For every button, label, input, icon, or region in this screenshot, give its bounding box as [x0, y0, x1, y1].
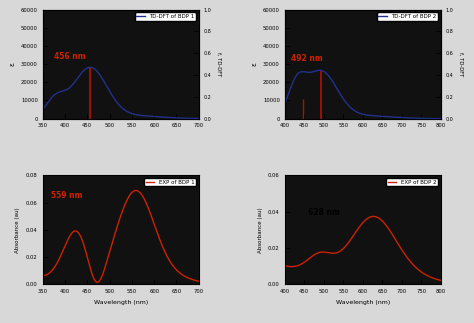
- Y-axis label: ε: ε: [251, 62, 257, 66]
- Text: 456 nm: 456 nm: [54, 52, 85, 61]
- Text: 628 nm: 628 nm: [308, 208, 340, 217]
- Legend: TD-DFT of BDP 1: TD-DFT of BDP 1: [135, 13, 196, 21]
- Y-axis label: Absorbance (au): Absorbance (au): [16, 207, 20, 253]
- X-axis label: Wavelength (nm): Wavelength (nm): [93, 300, 148, 305]
- Legend: EXP of BDP 2: EXP of BDP 2: [386, 178, 438, 186]
- Y-axis label: ε: ε: [9, 62, 15, 66]
- Y-axis label: f, TD-DFT: f, TD-DFT: [458, 52, 463, 76]
- Legend: EXP of BDP 1: EXP of BDP 1: [144, 178, 196, 186]
- Y-axis label: f, TD-DFT: f, TD-DFT: [216, 52, 221, 76]
- Text: 559 nm: 559 nm: [51, 192, 82, 201]
- Legend: TD-DFT of BDP 2: TD-DFT of BDP 2: [377, 13, 438, 21]
- Y-axis label: Absorbance (au): Absorbance (au): [257, 207, 263, 253]
- X-axis label: Wavelength (nm): Wavelength (nm): [336, 300, 390, 305]
- Text: 492 nm: 492 nm: [291, 54, 323, 63]
